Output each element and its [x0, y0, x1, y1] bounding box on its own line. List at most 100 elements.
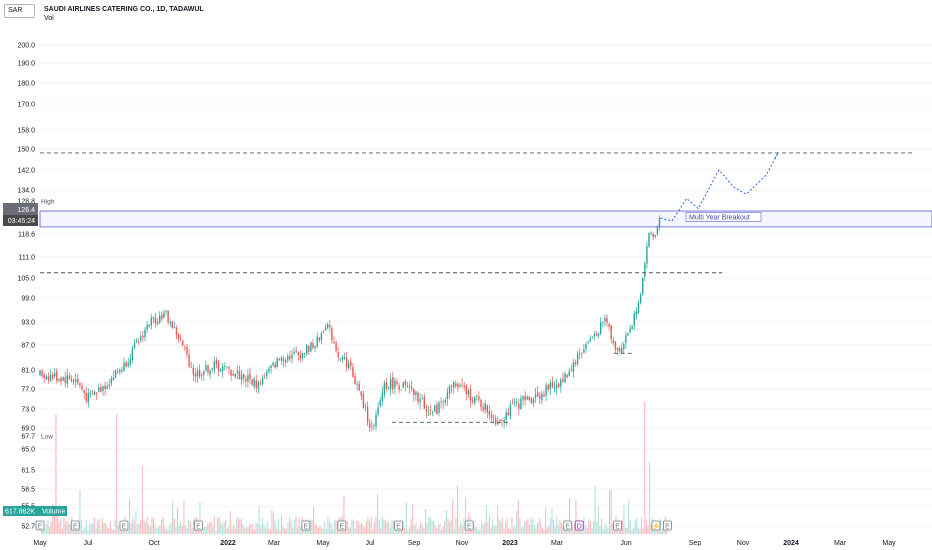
volume-bar — [269, 528, 271, 534]
volume-bar — [309, 519, 311, 534]
event-marker — [613, 520, 622, 531]
candle — [614, 341, 617, 350]
candle — [595, 333, 598, 336]
volume-bar — [218, 517, 220, 534]
candle — [72, 380, 75, 383]
volume-bar — [292, 528, 294, 534]
breakout-label-box — [685, 212, 762, 222]
candle — [228, 367, 230, 369]
volume-bar — [389, 528, 391, 534]
volume-bar — [516, 510, 518, 534]
volume-bar — [530, 517, 532, 534]
candle — [362, 394, 365, 408]
candle — [70, 379, 73, 382]
candle — [64, 377, 66, 383]
candle — [131, 348, 134, 360]
candle — [217, 362, 220, 371]
volume-bar — [418, 526, 420, 534]
volume-bar — [226, 528, 228, 534]
candle — [497, 421, 499, 425]
candle — [345, 357, 348, 368]
candle — [215, 360, 218, 364]
candle — [358, 383, 360, 391]
volume-label: Volume — [42, 509, 65, 516]
volume-bar — [191, 528, 193, 534]
volume-bar — [490, 528, 492, 534]
x-tick-label: Sep — [689, 540, 702, 547]
volume-bar — [223, 521, 225, 534]
candle — [406, 386, 409, 388]
candle — [129, 359, 131, 365]
symbol-title[interactable]: SAUDI AIRLINES CATERING CO., 1D, TADAWUL — [44, 6, 204, 13]
candle — [68, 375, 71, 379]
volume-bar — [420, 522, 422, 534]
volume-bar — [599, 526, 601, 534]
event-marker — [70, 520, 80, 531]
volume-bar — [322, 529, 324, 534]
candle — [402, 382, 404, 388]
candle — [398, 385, 400, 390]
candle — [448, 385, 451, 394]
candle — [230, 370, 232, 376]
y-tick-label: 77.0 — [21, 387, 35, 394]
volume-bar — [524, 521, 526, 534]
candle — [520, 398, 522, 410]
volume-bar — [572, 527, 574, 534]
volume-bar — [231, 528, 233, 534]
volume-bar — [417, 529, 419, 534]
event-label: E — [665, 524, 670, 531]
volume-bar — [210, 521, 212, 534]
volume-bar — [241, 519, 243, 534]
candle — [604, 318, 606, 322]
candle — [238, 371, 241, 380]
candle — [161, 314, 163, 320]
candle — [240, 374, 243, 380]
event-marker — [574, 520, 584, 531]
candle — [593, 334, 596, 337]
candle — [306, 345, 308, 354]
y-tick-label: 170.0 — [17, 102, 35, 109]
volume-bar — [561, 522, 563, 534]
candle — [41, 370, 43, 377]
volume-bar — [258, 506, 260, 534]
currency-selector[interactable]: SAR — [4, 4, 35, 18]
candle — [429, 409, 432, 411]
volume-bar — [213, 516, 215, 534]
volume-bar — [450, 520, 452, 534]
volume-bar — [589, 521, 591, 534]
volume-bar — [479, 529, 481, 534]
volume-bar — [234, 528, 236, 534]
event-marker — [663, 520, 672, 531]
volume-bar — [410, 518, 412, 534]
volume-bar — [170, 523, 172, 534]
event-marker — [563, 520, 573, 531]
candle — [442, 402, 444, 404]
event-marker — [35, 520, 45, 531]
volume-bar — [642, 527, 644, 534]
candle — [140, 336, 142, 341]
x-tick-label: 2024 — [783, 540, 799, 547]
volume-bar — [165, 528, 167, 534]
volume-bar — [380, 528, 382, 534]
event-label: E — [339, 524, 344, 531]
volume-bar — [183, 500, 185, 534]
candle — [245, 378, 247, 382]
volume-bar — [204, 526, 206, 534]
event-label: E — [565, 524, 570, 531]
volume-bar — [90, 523, 92, 534]
candle — [205, 365, 207, 370]
volume-bar — [60, 519, 62, 534]
candle — [608, 323, 610, 327]
candle — [159, 315, 161, 323]
candle — [471, 400, 474, 402]
candle — [293, 351, 295, 354]
candle — [423, 396, 425, 409]
candle — [146, 325, 148, 330]
volume-bar — [482, 524, 484, 534]
volume-bar — [519, 518, 521, 534]
volume-bar — [289, 516, 291, 534]
candle — [425, 408, 428, 412]
volume-bar — [221, 524, 223, 534]
volume-bar — [209, 523, 211, 534]
